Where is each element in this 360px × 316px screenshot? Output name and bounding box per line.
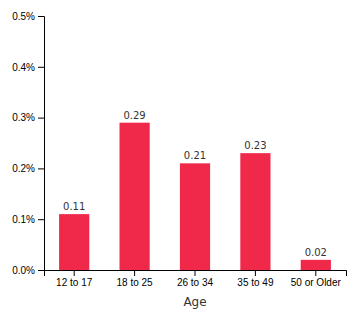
tick: 0.5% xyxy=(12,11,44,22)
tick: 0.0% xyxy=(12,265,44,276)
tick-label: 0.0% xyxy=(12,265,35,276)
tick: 0.4% xyxy=(12,62,44,73)
tick: 35 to 49 xyxy=(237,270,274,288)
tick: 0.1% xyxy=(12,214,44,225)
tick-mark xyxy=(38,16,44,17)
tick-label: 35 to 49 xyxy=(237,277,274,288)
tick-mark xyxy=(38,270,44,271)
tick-label: 0.5% xyxy=(12,11,35,22)
bar xyxy=(301,260,331,270)
axis-line xyxy=(38,17,45,271)
x-axis-title: Age xyxy=(183,295,206,309)
data-label: 0.02 xyxy=(305,247,327,258)
tick-label: 0.4% xyxy=(12,62,35,73)
data-label: 0.21 xyxy=(184,150,206,161)
bar xyxy=(240,153,270,270)
chart: 0.11 0.29 0.21 0.23 0.02 12 to 17 18 to 25 26 t… xyxy=(0,0,360,316)
tick-mark xyxy=(38,67,44,68)
tick-mark xyxy=(38,118,44,119)
tick: 0.2% xyxy=(12,163,44,174)
tick-label: 0.3% xyxy=(12,112,35,123)
tick-label: 12 to 17 xyxy=(56,277,93,288)
tick: 50 or Older xyxy=(291,270,342,288)
tick: 18 to 25 xyxy=(117,270,154,288)
data-label: 0.23 xyxy=(244,140,266,151)
tick-mark xyxy=(134,270,135,276)
chart-container: 0.11 0.29 0.21 0.23 0.02 12 to 17 18 to 25 26 t… xyxy=(0,0,360,316)
bar xyxy=(120,123,150,270)
y-axis: 0.0% 0.1% 0.2% 0.3% 0.4% 0.5% xyxy=(12,11,44,276)
tick-mark xyxy=(38,168,44,169)
tick-mark xyxy=(255,270,256,276)
tick-label: 0.2% xyxy=(12,163,35,174)
data-label: 0.29 xyxy=(123,110,145,121)
data-label: 0.11 xyxy=(63,201,85,212)
data-labels: 0.11 0.29 0.21 0.23 0.02 xyxy=(63,110,327,258)
tick: 26 to 34 xyxy=(177,270,214,288)
tick-label: 18 to 25 xyxy=(117,277,154,288)
plot: 0.11 0.29 0.21 0.23 0.02 12 to 17 18 to 25 26 t… xyxy=(12,11,346,288)
tick: 0.3% xyxy=(12,112,44,123)
x-axis: 12 to 17 18 to 25 26 to 34 35 to 49 50 or Ol… xyxy=(45,270,347,288)
tick-mark xyxy=(315,270,316,276)
tick-label: 0.1% xyxy=(12,214,35,225)
tick: 12 to 17 xyxy=(56,270,93,288)
tick-label: 50 or Older xyxy=(291,277,342,288)
tick-label: 26 to 34 xyxy=(177,277,214,288)
bar xyxy=(180,163,210,270)
tick-mark xyxy=(74,270,75,276)
bar xyxy=(59,214,89,270)
tick-mark xyxy=(38,219,44,220)
tick-mark xyxy=(195,270,196,276)
bars xyxy=(59,123,331,270)
axis-line xyxy=(45,271,347,277)
